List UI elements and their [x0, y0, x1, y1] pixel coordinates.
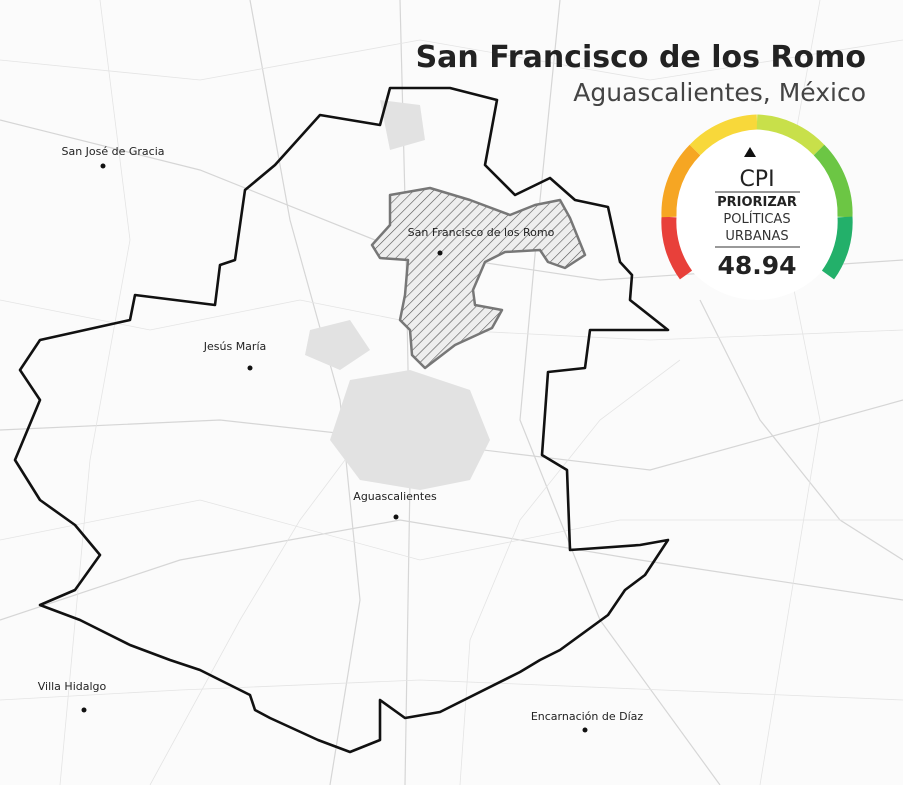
place-dot — [81, 707, 87, 713]
place-label: Jesús María — [203, 340, 267, 353]
place-label: Villa Hidalgo — [38, 680, 107, 693]
gauge-segment — [821, 216, 853, 280]
place-label: Aguascalientes — [353, 490, 437, 503]
title: San Francisco de los Romo — [416, 40, 866, 75]
place-dot — [247, 365, 253, 371]
gauge-segment — [689, 114, 758, 156]
gauge-value: 48.94 — [717, 251, 796, 280]
gauge-label: CPI — [739, 167, 774, 192]
municipality-area — [370, 186, 587, 370]
urban-areas — [305, 100, 490, 490]
gauge-description: POLÍTICAS — [723, 211, 790, 227]
place-dot — [582, 727, 588, 733]
gauge-segment — [813, 144, 853, 218]
subtitle: Aguascalientes, México — [573, 78, 866, 107]
place-dot — [100, 163, 106, 169]
municipality-label: San Francisco de los Romo — [408, 226, 555, 239]
place-dot — [437, 250, 443, 256]
gauge-category: PRIORIZAR — [717, 195, 797, 210]
place-label: Encarnación de Díaz — [531, 710, 644, 723]
gauge-segment — [661, 216, 693, 280]
gauge-description: URBANAS — [725, 229, 788, 244]
gauge-segment — [661, 144, 701, 218]
gauge-arc — [661, 114, 853, 280]
urban-area — [380, 100, 425, 150]
place-label: San José de Gracia — [61, 145, 164, 158]
gauge-pointer — [744, 147, 756, 157]
gauge: CPI PRIORIZAR POLÍTICAS URBANAS 48.94 — [661, 114, 853, 300]
gauge-segment — [756, 114, 825, 156]
urban-area — [330, 370, 490, 490]
place-dot — [393, 514, 399, 520]
gauge-background — [669, 124, 845, 300]
urban-area — [305, 320, 370, 370]
metro-boundary — [13, 86, 670, 754]
